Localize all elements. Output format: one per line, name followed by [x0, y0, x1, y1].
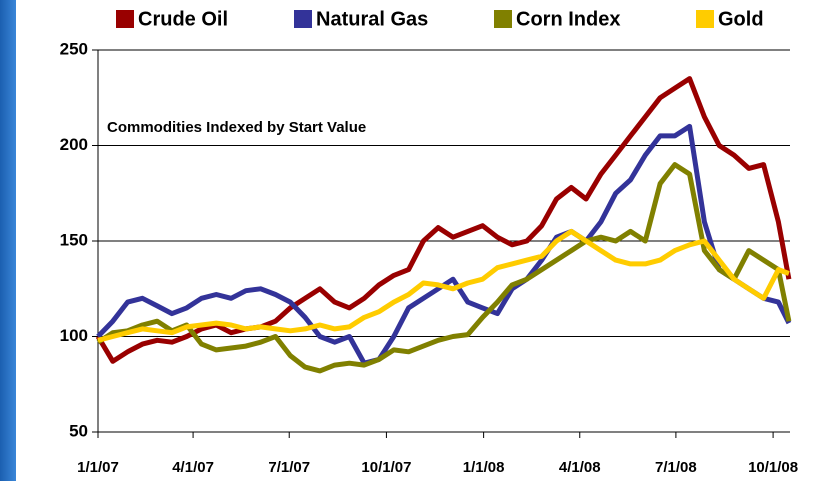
- x-tick-label: 10/1/07: [361, 459, 411, 476]
- x-tick-label: 4/1/07: [172, 459, 214, 476]
- series-line: [96, 162, 792, 374]
- x-tick-label: 10/1/08: [748, 459, 798, 476]
- legend-label: Natural Gas: [316, 8, 428, 30]
- x-tick-label: 1/1/08: [463, 459, 505, 476]
- y-tick-label: 150: [60, 230, 88, 249]
- legend-swatch: [116, 10, 134, 28]
- chart-title: Commodities Indexed by Start Value: [107, 119, 366, 136]
- series-line: [97, 228, 790, 343]
- legend-swatch: [696, 10, 714, 28]
- legend-label: Gold: [718, 8, 764, 30]
- legend-swatch: [294, 10, 312, 28]
- slide-edge: [0, 0, 16, 481]
- x-tick-label: 7/1/08: [655, 459, 697, 476]
- legend-label: Crude Oil: [138, 8, 228, 30]
- legend-label: Corn Index: [516, 8, 620, 30]
- series-line: [96, 123, 792, 366]
- legend-swatch: [494, 10, 512, 28]
- y-tick-label: 250: [60, 39, 88, 58]
- y-tick-label: 200: [60, 135, 88, 154]
- x-tick-label: 7/1/07: [268, 459, 310, 476]
- y-tick-label: 50: [69, 421, 88, 440]
- x-tick-label: 4/1/08: [559, 459, 601, 476]
- x-tick-label: 1/1/07: [77, 459, 119, 476]
- y-tick-label: 100: [60, 326, 88, 345]
